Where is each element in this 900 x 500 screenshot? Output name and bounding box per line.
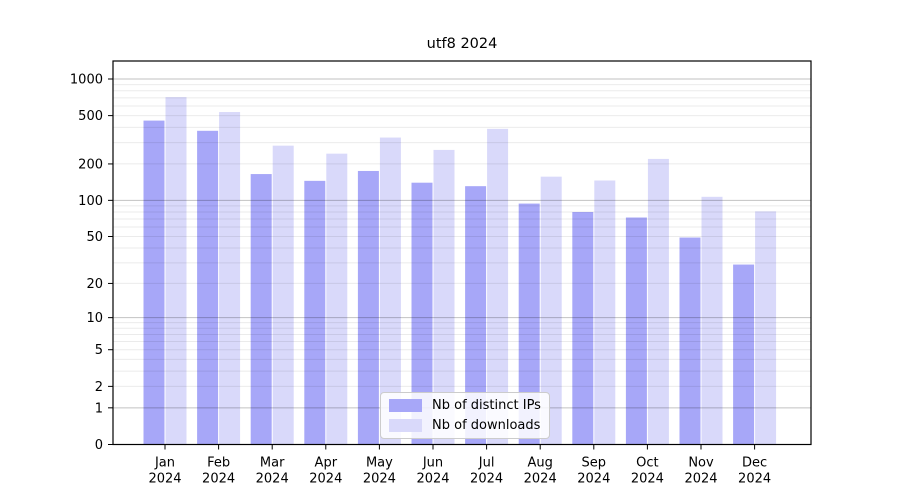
bar-downloads-aug [540,176,562,445]
bar-downloads-dec [755,211,777,445]
x-tick-label-year: 2024 [256,471,289,486]
x-tick-label-month: Mar [260,456,285,471]
bar-downloads-apr [326,153,348,445]
bar-downloads-jun [433,149,455,445]
y-tick-label: 200 [78,157,103,172]
x-tick-label-month: Dec [742,456,767,471]
x-tick-label-year: 2024 [148,471,181,486]
y-tick-label: 50 [86,230,103,245]
plot-border [112,60,812,446]
x-tick-label-month: Sep [582,456,607,471]
x-tick-label-month: Aug [528,456,553,471]
bar-ips-jun [411,182,433,445]
x-tick-label-month: Jan [154,456,175,471]
x-tick-label-month: Apr [315,456,338,471]
legend-label-distinct-ips: Nb of distinct IPs [432,398,541,413]
x-tick-label-year: 2024 [416,471,449,486]
y-tick-label: 100 [78,194,103,209]
x-tick-label-month: Nov [688,456,714,471]
x-tick-label-year: 2024 [363,471,396,486]
bar-downloads-jan [165,97,187,445]
x-tick-label-year: 2024 [577,471,610,486]
y-tick-label: 20 [86,277,103,292]
bar-downloads-sep [594,180,616,445]
x-tick-label-year: 2024 [524,471,557,486]
bar-ips-dec [733,264,755,445]
x-tick-label-year: 2024 [738,471,771,486]
x-tick-label-year: 2024 [309,471,342,486]
bar-ips-nov [679,237,701,445]
legend-swatch-distinct-ips [389,399,422,412]
bar-downloads-mar [272,145,294,445]
bar-ips-mar [250,174,272,445]
bar-downloads-feb [219,112,241,445]
bar-downloads-oct [647,158,669,445]
legend-item-distinct-ips: Nb of distinct IPs [389,397,541,414]
bar-ips-jul [465,186,487,445]
bar-ips-jan [143,120,165,445]
y-tick-label: 500 [78,109,103,124]
y-tick-label: 10 [86,311,103,326]
x-tick-label-month: Feb [207,456,230,471]
x-tick-label-year: 2024 [631,471,664,486]
legend: Nb of distinct IPs Nb of downloads [380,392,550,439]
x-tick-label-year: 2024 [202,471,235,486]
x-tick-label-year: 2024 [470,471,503,486]
y-tick-label: 1 [95,401,103,416]
chart-title: utf8 2024 [426,36,498,52]
x-tick-label-month: Jul [478,456,495,471]
y-tick-label: 1000 [70,73,103,88]
bar-ips-oct [625,217,647,445]
y-tick-label: 2 [95,380,103,395]
legend-item-downloads: Nb of downloads [389,417,541,434]
y-tick-label: 0 [95,438,103,453]
legend-swatch-downloads [389,419,422,432]
bar-downloads-may [379,137,401,445]
bar-ips-aug [518,203,540,445]
bar-ips-sep [572,212,594,445]
bar-downloads-nov [701,196,723,445]
x-tick-label-month: Oct [636,456,658,471]
y-tick-label: 5 [95,343,103,358]
bar-ips-apr [304,180,326,445]
bar-ips-feb [197,130,219,445]
bar-downloads-jul [487,128,509,445]
bar-ips-may [357,170,379,445]
legend-label-downloads: Nb of downloads [432,418,541,433]
x-tick-label-month: May [366,456,393,471]
x-tick-label-year: 2024 [684,471,717,486]
x-tick-label-month: Jun [422,456,443,471]
